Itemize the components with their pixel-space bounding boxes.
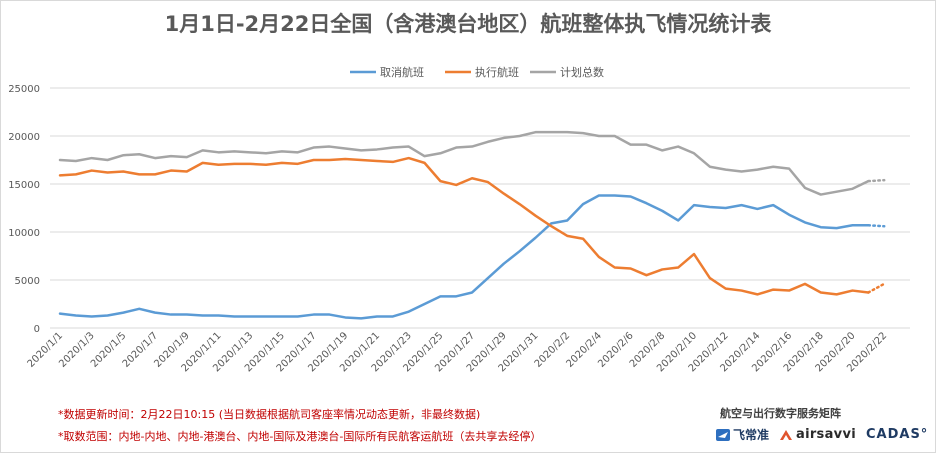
gridlines bbox=[50, 87, 910, 329]
legend-label: 计划总数 bbox=[560, 65, 604, 79]
y-tick-label: 5000 bbox=[15, 276, 40, 287]
y-axis: 0 5000 10000 15000 20000 25000 bbox=[8, 84, 40, 335]
y-tick-label: 25000 bbox=[8, 84, 40, 95]
cadas-logo-text: CADAS° bbox=[865, 427, 929, 442]
feichangzhun-logo: 飞常准 bbox=[716, 426, 769, 443]
legend-label: 执行航班 bbox=[475, 65, 519, 79]
brand-logos: 飞常准 airsavvi CADAS° bbox=[716, 426, 928, 443]
cadas-logo: CADAS° bbox=[866, 427, 928, 442]
series-forecast-segment-1 bbox=[867, 282, 886, 294]
chart-title: 1月1日-2月22日全国（含港澳台地区）航班整体执飞情况统计表 bbox=[164, 12, 772, 36]
y-tick-label: 10000 bbox=[8, 228, 40, 239]
y-tick-label: 0 bbox=[34, 324, 40, 335]
feichangzhun-icon bbox=[716, 428, 730, 441]
airsavvi-icon bbox=[780, 429, 793, 440]
airsavvi-logo-text: airsavvi bbox=[796, 427, 856, 442]
series-line-0 bbox=[58, 194, 870, 320]
brand-tagline: 航空与出行数字服务矩阵 bbox=[720, 407, 841, 420]
y-tick-label: 20000 bbox=[8, 132, 40, 143]
series-lines bbox=[58, 130, 886, 320]
update-time-note: *数据更新时间：2月22日10:15 (当日数据根据航司客座率情况动态更新，非最… bbox=[58, 408, 481, 421]
series-line-1 bbox=[58, 156, 870, 296]
data-scope-note: *取数范围：内地-内地、内地-港澳台、内地-国际及港澳台-国际所有民航客运航班（… bbox=[58, 430, 542, 443]
series-line-2 bbox=[58, 130, 870, 196]
y-tick-label: 15000 bbox=[8, 180, 40, 191]
legend-label: 取消航班 bbox=[380, 65, 424, 79]
x-axis: 2020/1/12020/1/32020/1/52020/1/72020/1/9… bbox=[26, 330, 890, 374]
line-chart: 0 5000 10000 15000 20000 25000 2020/1/12020/1… bbox=[8, 65, 910, 374]
legend: 取消航班 执行航班 计划总数 bbox=[350, 65, 604, 79]
feichangzhun-logo-text: 飞常准 bbox=[733, 428, 770, 442]
series-forecast-segment-0 bbox=[867, 224, 886, 228]
airsavvi-logo: airsavvi bbox=[779, 427, 856, 442]
series-forecast-segment-2 bbox=[867, 178, 886, 183]
